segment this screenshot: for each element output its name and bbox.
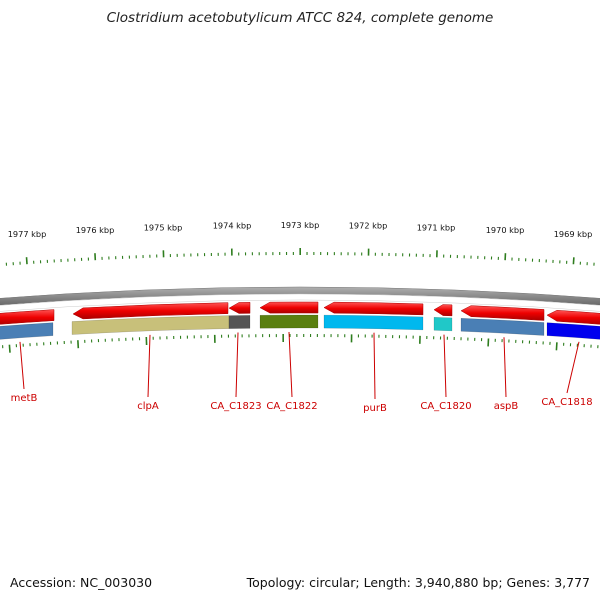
gene-label: CA_C1818 (541, 397, 592, 408)
gene-label: CA_C1820 (420, 401, 471, 412)
scale-tick-label: 1976 kbp (76, 225, 115, 235)
forward-gene-arrow (0, 309, 55, 325)
gene-label-connector (443, 334, 447, 398)
gene-label: CA_C1823 (210, 401, 261, 412)
gene-label-connector (288, 331, 293, 398)
scale-tick-label: 1977 kbp (8, 229, 47, 239)
gene-label-connector (19, 341, 25, 390)
gene-block-aspb (460, 317, 545, 336)
gene-block-metb (0, 322, 54, 340)
gene-label: aspB (494, 401, 519, 412)
forward-gene-arrow (72, 302, 229, 320)
scale-tick-label: 1971 kbp (417, 222, 456, 232)
gene-label-connector (235, 332, 239, 398)
gene-block-purb (323, 314, 424, 331)
gene-block-ca-c1818 (546, 322, 600, 340)
scale-tick-label: 1973 kbp (281, 220, 320, 230)
genome-summary-text: Topology: circular; Length: 3,940,880 bp… (246, 575, 590, 590)
gene-block-clpa (71, 315, 230, 335)
gene-label-connector (147, 334, 151, 398)
gene-label: CA_C1822 (266, 401, 317, 412)
gene-block-ca-c1820 (433, 316, 453, 332)
scale-tick-label: 1970 kbp (486, 225, 525, 235)
scale-tick-label: 1972 kbp (349, 221, 388, 231)
inner-major-tick (555, 342, 558, 351)
forward-gene-arrow (546, 310, 600, 325)
gene-label-connector (373, 332, 376, 400)
map-title: Clostridium acetobutylicum ATCC 824, com… (106, 10, 494, 26)
gene-label: metB (11, 393, 38, 404)
gene-label: clpA (137, 401, 159, 412)
forward-gene-arrow (228, 302, 251, 314)
forward-gene-arrow (259, 301, 319, 314)
gene-block-ca-c1822 (259, 314, 319, 329)
inner-major-tick (8, 344, 11, 353)
gene-block-ca-c1823 (228, 315, 251, 329)
gene-label-connector (566, 341, 580, 394)
forward-gene-arrow (433, 304, 453, 317)
gene-label-connector (503, 337, 507, 398)
accession-text: Accession: NC_003030 (10, 575, 153, 590)
scale-tick-label: 1969 kbp (554, 229, 593, 239)
scale-tick-label: 1974 kbp (213, 221, 252, 231)
scale-tick-label: 1975 kbp (144, 222, 183, 232)
gene-label: purB (363, 403, 387, 414)
forward-gene-arrow (460, 305, 545, 321)
forward-gene-arrow (323, 301, 424, 316)
backbone-inner-edge (0, 293, 600, 312)
